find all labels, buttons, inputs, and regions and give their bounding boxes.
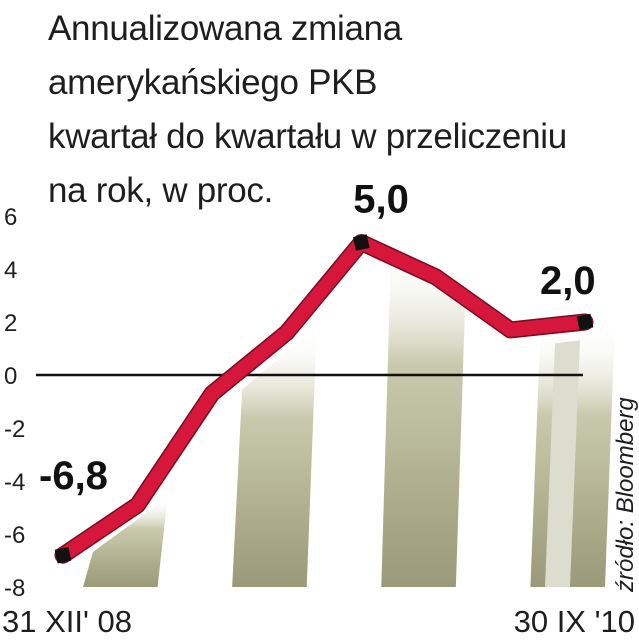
area-stripe <box>545 340 580 587</box>
point-marker <box>576 313 594 331</box>
y-tick-label: 6 <box>4 204 17 231</box>
y-tick-label: 2 <box>4 310 17 337</box>
chart-title: Annualizowana zmiana amerykańskiego PKB … <box>48 2 633 218</box>
title-line-2: amerykańskiego PKB <box>48 63 378 102</box>
x-axis: 31 XII' 08 30 IX '10 <box>2 604 635 639</box>
title-line-1: Annualizowana zmiana <box>48 9 402 48</box>
area-stripe <box>83 497 168 587</box>
data-labels: -6,8 5,0 2,0 <box>39 178 596 499</box>
y-tick-label: 0 <box>4 363 17 390</box>
area-stripe <box>232 326 317 587</box>
point-marker <box>352 234 370 251</box>
x-tick-label: 31 XII' 08 <box>2 604 132 639</box>
y-tick-label: -8 <box>4 575 25 602</box>
y-tick-label: 4 <box>4 257 17 284</box>
series-line <box>56 235 592 563</box>
source-note: źródło: Bloomberg <box>612 397 639 593</box>
title-line-3: kwartał do kwartału w przeliczeniu <box>48 117 567 156</box>
markers <box>54 234 594 564</box>
y-tick-label: -6 <box>4 522 25 549</box>
area-stripes <box>83 244 615 587</box>
y-tick-label: -4 <box>4 469 25 496</box>
y-axis: 6 4 2 0 -2 -4 -6 -8 <box>4 204 25 602</box>
title-line-4: na rok, w proc. <box>48 171 274 210</box>
data-label: 2,0 <box>540 259 596 303</box>
y-tick-label: -2 <box>4 416 25 443</box>
data-label: 5,0 <box>353 178 409 222</box>
data-label: -6,8 <box>39 454 108 498</box>
area-stripe <box>381 244 466 587</box>
point-marker <box>54 546 72 564</box>
x-tick-label: 30 IX '10 <box>514 604 635 639</box>
